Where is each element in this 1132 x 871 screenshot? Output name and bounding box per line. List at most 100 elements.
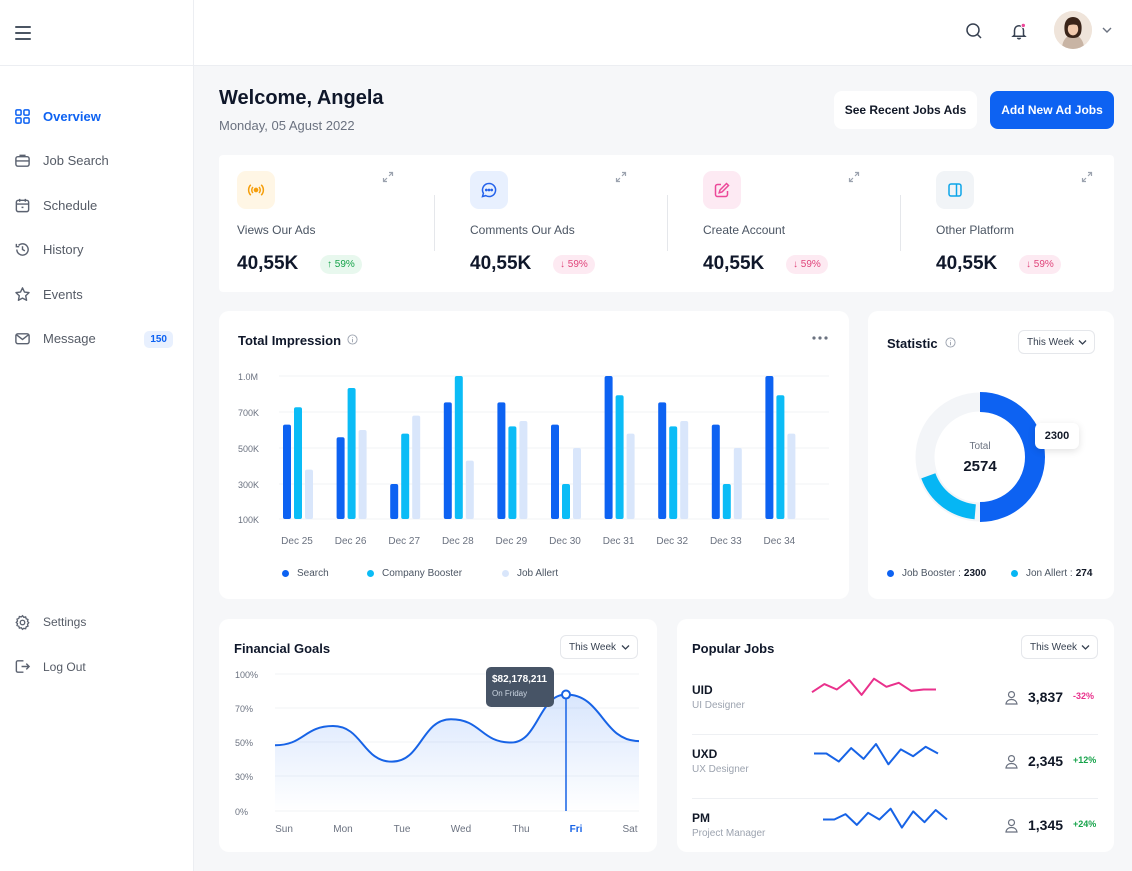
popular-period-select[interactable]: This Week bbox=[1021, 635, 1098, 659]
bar bbox=[551, 424, 559, 519]
bar bbox=[443, 402, 452, 519]
top-bar bbox=[194, 0, 1132, 66]
x-tick-label: Dec 30 bbox=[549, 536, 581, 547]
select-value: This Week bbox=[569, 641, 617, 653]
legend-label: Jon Allert : bbox=[1026, 568, 1073, 579]
bar bbox=[390, 484, 399, 519]
user-photo-icon bbox=[1054, 11, 1092, 49]
bar bbox=[765, 376, 774, 519]
y-tick-label: 700K bbox=[238, 408, 259, 418]
financial-period-select[interactable]: This Week bbox=[560, 635, 638, 659]
statistic-period-select[interactable]: This Week bbox=[1018, 330, 1095, 354]
highlight-point bbox=[561, 689, 571, 700]
bar bbox=[733, 448, 742, 519]
user-icon bbox=[1005, 690, 1018, 705]
sidebar-item-overview[interactable]: Overview bbox=[0, 94, 193, 139]
legend-dot bbox=[367, 570, 374, 577]
total-impression-card: Total Impression 1.0M 700K 500K 300K 100K Dec… bbox=[219, 311, 849, 599]
panel-icon bbox=[936, 171, 974, 209]
sidebar-item-settings[interactable]: Settings bbox=[0, 600, 193, 645]
stat-change-badge: ↑ 59% bbox=[320, 255, 362, 274]
stat-title: Views Our Ads bbox=[237, 223, 316, 237]
sidebar-item-job-search[interactable]: Job Search bbox=[0, 139, 193, 184]
bar bbox=[722, 484, 731, 519]
financial-goals-card: Financial Goals This Week 100% 70% 50% 30% 0… bbox=[219, 619, 657, 852]
legend-label: Search bbox=[297, 568, 329, 579]
mail-icon bbox=[15, 333, 30, 345]
arrow-down-icon: ↓ bbox=[1026, 259, 1034, 270]
job-change: +12% bbox=[1073, 755, 1097, 765]
arrow-down-icon: ↓ bbox=[793, 259, 801, 270]
card-title: Popular Jobs bbox=[692, 641, 775, 656]
sparkline-path bbox=[811, 677, 936, 696]
card-title: Financial Goals bbox=[234, 641, 331, 656]
search-icon[interactable] bbox=[965, 22, 983, 40]
sidebar-item-message[interactable]: Message 150 bbox=[0, 317, 193, 362]
donut-total-label: Total bbox=[969, 441, 990, 452]
bar bbox=[669, 426, 678, 519]
stat-value: 40,55K bbox=[703, 253, 765, 274]
sidebar-item-label: Settings bbox=[43, 615, 87, 630]
bar bbox=[519, 421, 528, 519]
more-icon[interactable] bbox=[811, 335, 829, 341]
y-tick-label: 30% bbox=[235, 772, 253, 782]
sidebar-item-label: Events bbox=[43, 286, 83, 302]
expand-icon[interactable] bbox=[615, 171, 627, 183]
chevron-down-icon[interactable] bbox=[1101, 25, 1113, 35]
bar bbox=[626, 433, 635, 519]
legend-dot bbox=[282, 570, 289, 577]
sidebar-item-label: Job Search bbox=[43, 153, 109, 169]
list-item[interactable]: UXD UX Designer 2,345 +12% bbox=[677, 735, 1114, 799]
y-tick-label: 500K bbox=[238, 444, 259, 454]
sidebar-item-label: Overview bbox=[43, 108, 101, 124]
add-new-ad-jobs-button[interactable]: Add New Ad Jobs bbox=[990, 91, 1114, 129]
expand-icon[interactable] bbox=[382, 171, 394, 183]
financial-tooltip: $82,178,211 On Friday bbox=[486, 667, 554, 707]
x-tick-label: Dec 26 bbox=[335, 536, 367, 547]
see-recent-jobs-button[interactable]: See Recent Jobs Ads bbox=[834, 91, 977, 129]
y-tick-label: 70% bbox=[235, 704, 253, 714]
impression-bar-chart: 1.0M 700K 500K 300K 100K Dec 25 Dec 26 Dec 27 De… bbox=[238, 372, 829, 547]
sidebar-item-label: Log Out bbox=[43, 659, 86, 674]
stat-value: 40,55K bbox=[237, 253, 299, 274]
legend-label: Company Booster bbox=[382, 568, 463, 579]
area-fill bbox=[275, 694, 639, 811]
list-item[interactable]: PM Project Manager 1,345 +24% bbox=[677, 799, 1114, 863]
broadcast-icon bbox=[237, 171, 275, 209]
bar bbox=[604, 376, 613, 519]
avatar[interactable] bbox=[1054, 11, 1092, 49]
sidebar-item-schedule[interactable]: Schedule bbox=[0, 183, 193, 228]
sidebar-item-events[interactable]: Events bbox=[0, 272, 193, 317]
bar bbox=[573, 448, 581, 519]
briefcase-icon bbox=[15, 154, 30, 168]
bell-icon[interactable] bbox=[1010, 22, 1028, 40]
bar bbox=[680, 421, 689, 519]
menu-icon[interactable] bbox=[15, 26, 31, 40]
sparkline bbox=[823, 807, 948, 829]
x-tick-label: Sat bbox=[622, 824, 637, 835]
sidebar-item-label: Message bbox=[43, 331, 96, 347]
legend-dot bbox=[1011, 570, 1018, 577]
legend-dot bbox=[887, 570, 894, 577]
expand-icon[interactable] bbox=[848, 171, 860, 183]
sidebar-item-history[interactable]: History bbox=[0, 228, 193, 273]
list-item[interactable]: UID UI Designer 3,837 -32% bbox=[677, 671, 1114, 735]
job-code: UXD bbox=[692, 747, 718, 761]
sidebar-item-logout[interactable]: Log Out bbox=[0, 645, 193, 690]
info-icon[interactable] bbox=[347, 334, 358, 345]
divider bbox=[692, 734, 1098, 735]
sidebar-header bbox=[0, 0, 193, 66]
sidebar-item-label: Schedule bbox=[43, 197, 98, 213]
info-icon[interactable] bbox=[945, 337, 956, 348]
expand-icon[interactable] bbox=[1081, 171, 1093, 183]
job-count: 3,837 bbox=[1028, 689, 1064, 705]
stat-card-comments: Comments Our Ads 40,55K ↓ 59% bbox=[452, 155, 685, 292]
bar bbox=[776, 395, 785, 519]
divider bbox=[692, 798, 1098, 799]
legend-search: Search bbox=[282, 568, 329, 579]
x-tick-label: Wed bbox=[451, 824, 471, 835]
stat-title: Other Platform bbox=[936, 223, 1015, 237]
legend-value: 2300 bbox=[963, 568, 987, 579]
bar bbox=[283, 424, 291, 519]
